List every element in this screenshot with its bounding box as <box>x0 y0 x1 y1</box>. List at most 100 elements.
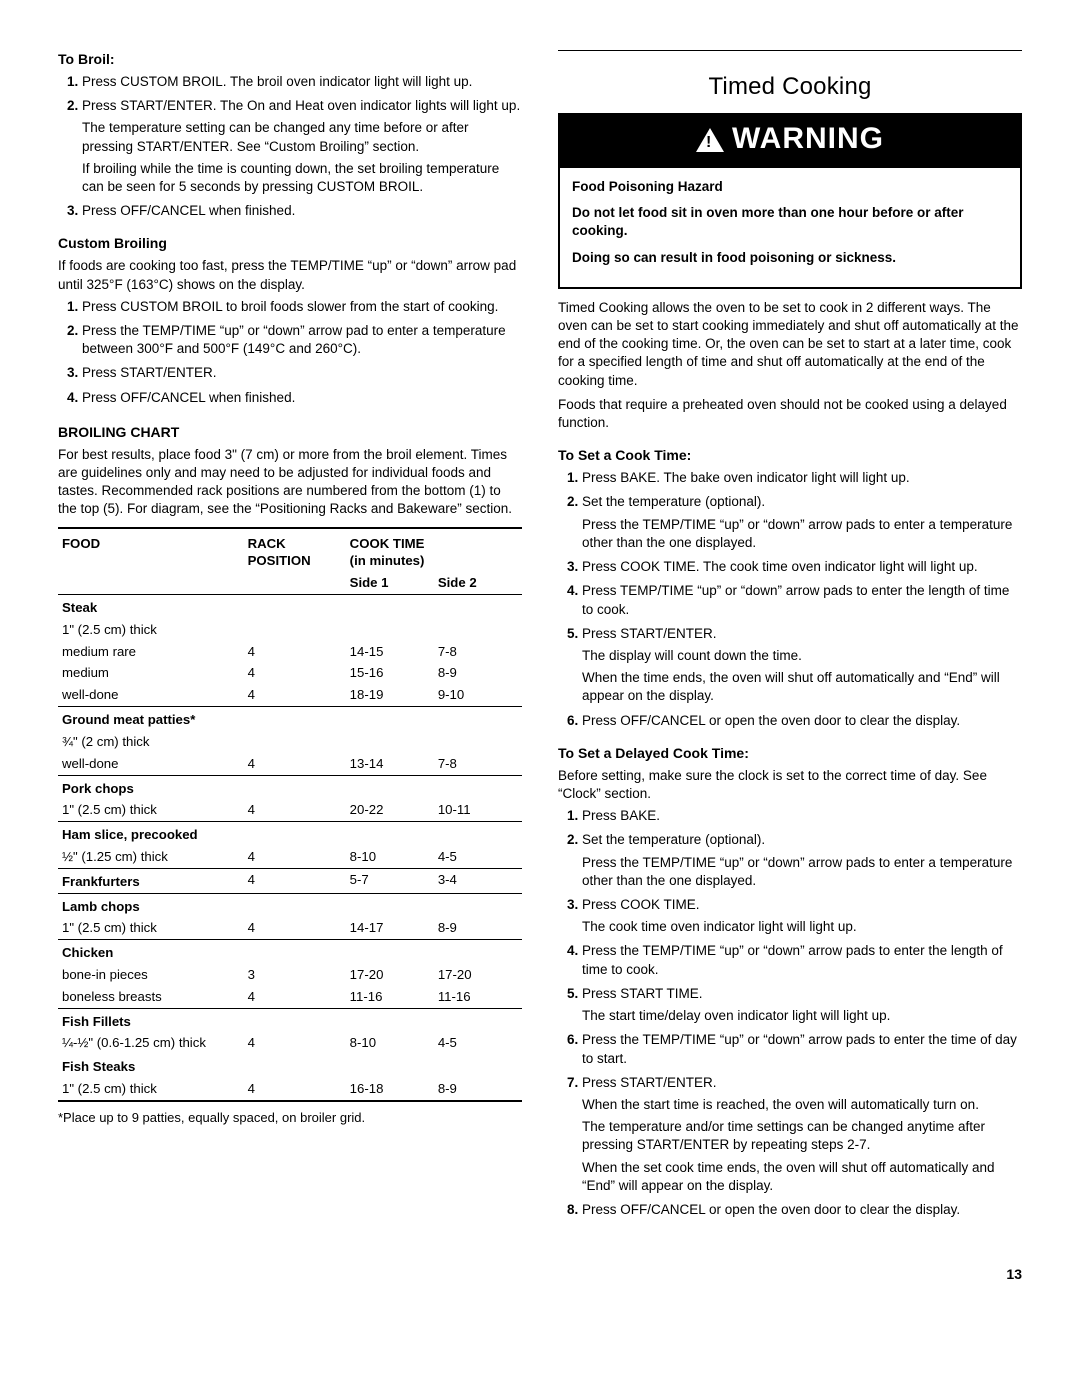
step-text: Set the temperature (optional). <box>582 832 765 847</box>
table-cell: 4-5 <box>434 846 522 868</box>
step-text: Press START/ENTER. <box>582 1075 717 1090</box>
food-group: Pork chops <box>58 775 244 799</box>
table-cell: 13-14 <box>346 753 434 775</box>
table-cell: 11-16 <box>434 986 522 1008</box>
table-header-side2: Side 2 <box>434 572 522 594</box>
step-text: Press START/ENTER. <box>582 626 717 641</box>
list-item: Set the temperature (optional). Press th… <box>582 493 1022 552</box>
food-sub: ¾" (2 cm) thick <box>58 731 244 753</box>
warning-banner: WARNING <box>558 113 1022 168</box>
table-cell: 8-10 <box>346 1032 434 1054</box>
list-item: Press START TIME. The start time/delay o… <box>582 985 1022 1025</box>
step-text: Press the TEMP/TIME “up” or “down” arrow… <box>582 1032 1017 1065</box>
list-item: Press BAKE. <box>582 807 1022 825</box>
table-cell: bone-in pieces <box>58 964 244 986</box>
list-item: Press OFF/CANCEL or open the oven door t… <box>582 1201 1022 1219</box>
table-cell: medium rare <box>58 641 244 663</box>
set-cook-heading: To Set a Cook Time: <box>558 446 1022 465</box>
table-cell: 20-22 <box>346 799 434 821</box>
table-cell: 11-16 <box>346 986 434 1008</box>
timed-cooking-title: Timed Cooking <box>558 71 1022 103</box>
list-item: Press COOK TIME. The cook time oven indi… <box>582 896 1022 936</box>
table-cell: 7-8 <box>434 753 522 775</box>
table-cell: 3-4 <box>434 868 522 893</box>
timed-cooking-intro: Timed Cooking allows the oven to be set … <box>558 299 1022 390</box>
step-text: Press CUSTOM BROIL to broil foods slower… <box>82 299 498 314</box>
table-cell: 4 <box>244 684 346 706</box>
table-header-food: FOOD <box>58 528 244 573</box>
step-text: Press START TIME. <box>582 986 703 1001</box>
step-text: Press TEMP/TIME “up” or “down” arrow pad… <box>582 583 1009 616</box>
food-group: Chicken <box>58 940 244 964</box>
table-cell: 4-5 <box>434 1032 522 1054</box>
broiling-chart-heading: BROILING CHART <box>58 423 522 442</box>
table-cell: 4 <box>244 1078 346 1101</box>
table-cell: 4 <box>244 1032 346 1054</box>
broiling-chart-footnote: *Place up to 9 patties, equally spaced, … <box>58 1109 522 1127</box>
custom-broiling-heading: Custom Broiling <box>58 234 522 253</box>
step-subtext: When the start time is reached, the oven… <box>582 1096 1022 1114</box>
step-text: Press the TEMP/TIME “up” or “down” arrow… <box>582 943 1003 976</box>
step-subtext: The temperature setting can be changed a… <box>82 119 522 155</box>
step-subtext: The temperature and/or time settings can… <box>582 1118 1022 1154</box>
custom-broiling-intro: If foods are cooking too fast, press the… <box>58 257 522 293</box>
to-broil-steps: Press CUSTOM BROIL. The broil oven indic… <box>58 73 522 221</box>
food-group: Ham slice, precooked <box>58 822 244 846</box>
table-cell: 8-9 <box>434 662 522 684</box>
food-group: Frankfurters <box>58 868 244 893</box>
list-item: Press START/ENTER. The display will coun… <box>582 625 1022 706</box>
table-cell: 4 <box>244 986 346 1008</box>
food-sub: 1" (2.5 cm) thick <box>58 619 244 641</box>
table-cell: 4 <box>244 641 346 663</box>
list-item: Press the TEMP/TIME “up” or “down” arrow… <box>82 322 522 358</box>
food-group: Steak <box>58 595 244 619</box>
list-item: Press CUSTOM BROIL. The broil oven indic… <box>82 73 522 91</box>
step-subtext: Press the TEMP/TIME “up” or “down” arrow… <box>582 854 1022 890</box>
table-cell: well-done <box>58 753 244 775</box>
divider <box>558 50 1022 51</box>
table-cell: 8-9 <box>434 1078 522 1101</box>
table-cell: 16-18 <box>346 1078 434 1101</box>
warning-line: Food Poisoning Hazard <box>572 178 1008 196</box>
step-subtext: Press the TEMP/TIME “up” or “down” arrow… <box>582 516 1022 552</box>
table-cell: 15-16 <box>346 662 434 684</box>
warning-box: Food Poisoning Hazard Do not let food si… <box>558 168 1022 289</box>
table-cell: 7-8 <box>434 641 522 663</box>
warning-line: Doing so can result in food poisoning or… <box>572 249 1008 267</box>
table-cell: 1" (2.5 cm) thick <box>58 1078 244 1101</box>
table-cell: 1" (2.5 cm) thick <box>58 799 244 821</box>
table-cell: 4 <box>244 868 346 893</box>
table-header-side1: Side 1 <box>346 572 434 594</box>
table-cell: medium <box>58 662 244 684</box>
table-header-rack: RACKPOSITION <box>244 528 346 573</box>
set-cook-steps: Press BAKE. The bake oven indicator ligh… <box>558 469 1022 730</box>
step-text: Press COOK TIME. The cook time oven indi… <box>582 559 978 574</box>
delayed-cook-steps: Press BAKE. Set the temperature (optiona… <box>558 807 1022 1219</box>
step-text: Press CUSTOM BROIL. The broil oven indic… <box>82 74 472 89</box>
right-column: Timed Cooking WARNING Food Poisoning Haz… <box>558 50 1022 1225</box>
step-text: Press the TEMP/TIME “up” or “down” arrow… <box>82 323 506 356</box>
table-cell: 14-17 <box>346 917 434 939</box>
list-item: Press BAKE. The bake oven indicator ligh… <box>582 469 1022 487</box>
step-subtext: If broiling while the time is counting d… <box>82 160 522 196</box>
table-cell: 17-20 <box>346 964 434 986</box>
table-cell: 1" (2.5 cm) thick <box>58 917 244 939</box>
left-column: To Broil: Press CUSTOM BROIL. The broil … <box>58 50 522 1225</box>
step-text: Press BAKE. <box>582 808 660 823</box>
food-group: Ground meat patties* <box>58 707 244 731</box>
table-cell: ¼-½" (0.6-1.25 cm) thick <box>58 1032 244 1054</box>
broiling-chart-intro: For best results, place food 3" (7 cm) o… <box>58 446 522 519</box>
list-item: Press START/ENTER. When the start time i… <box>582 1074 1022 1195</box>
list-item: Press COOK TIME. The cook time oven indi… <box>582 558 1022 576</box>
food-group: Fish Steaks <box>58 1054 244 1078</box>
table-cell: 18-19 <box>346 684 434 706</box>
list-item: Press OFF/CANCEL when finished. <box>82 202 522 220</box>
warning-triangle-icon <box>696 128 724 152</box>
timed-cooking-intro2: Foods that require a preheated oven shou… <box>558 396 1022 432</box>
table-cell: 10-11 <box>434 799 522 821</box>
step-text: Press BAKE. The bake oven indicator ligh… <box>582 470 910 485</box>
table-cell: 4 <box>244 799 346 821</box>
table-cell: 17-20 <box>434 964 522 986</box>
table-cell: 8-10 <box>346 846 434 868</box>
table-cell: 9-10 <box>434 684 522 706</box>
